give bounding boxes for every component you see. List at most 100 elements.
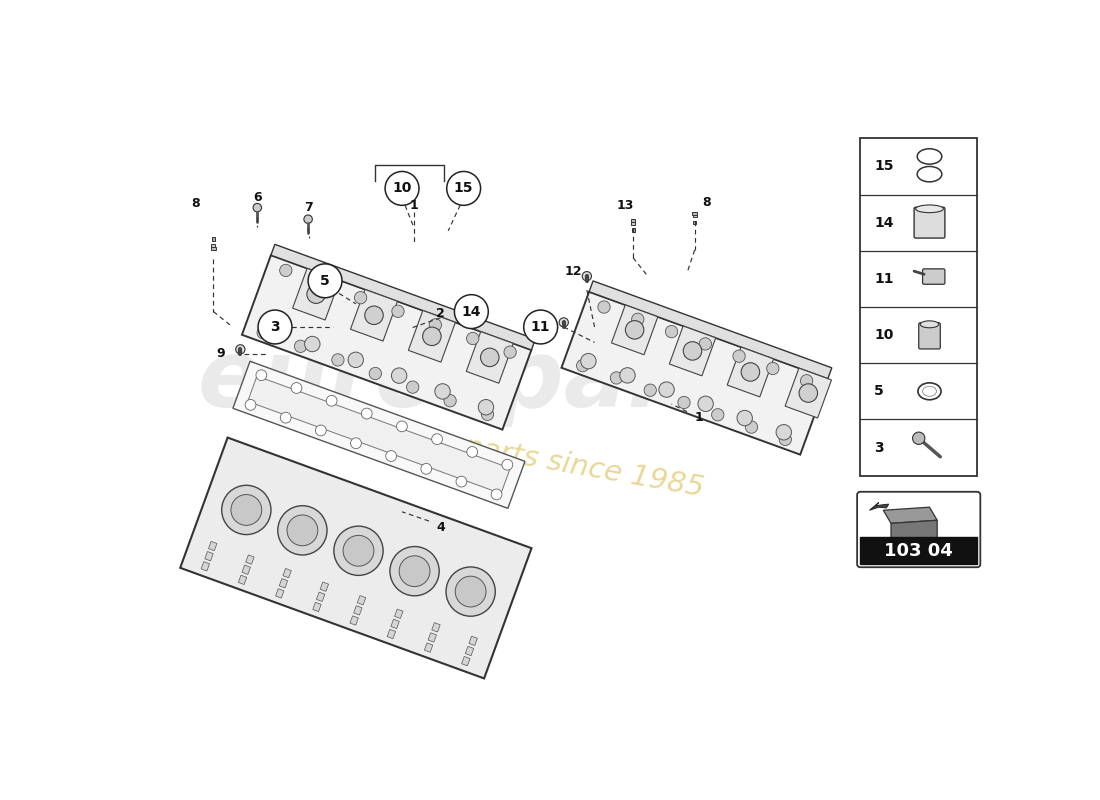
Polygon shape bbox=[432, 622, 440, 632]
Circle shape bbox=[365, 306, 383, 325]
FancyBboxPatch shape bbox=[914, 207, 945, 238]
Polygon shape bbox=[245, 555, 254, 564]
Circle shape bbox=[619, 368, 635, 383]
Circle shape bbox=[466, 446, 477, 458]
Polygon shape bbox=[465, 646, 474, 656]
FancyBboxPatch shape bbox=[857, 492, 980, 567]
Circle shape bbox=[481, 348, 499, 366]
Circle shape bbox=[466, 332, 478, 345]
Circle shape bbox=[524, 310, 558, 344]
Text: 14: 14 bbox=[462, 305, 481, 318]
Circle shape bbox=[280, 412, 292, 423]
Polygon shape bbox=[293, 268, 340, 320]
Text: 5: 5 bbox=[874, 384, 883, 398]
Polygon shape bbox=[387, 630, 396, 638]
Circle shape bbox=[258, 310, 292, 344]
Circle shape bbox=[385, 171, 419, 206]
Circle shape bbox=[287, 515, 318, 546]
Circle shape bbox=[304, 215, 312, 223]
Polygon shape bbox=[317, 592, 324, 602]
Circle shape bbox=[292, 382, 301, 394]
Circle shape bbox=[332, 354, 344, 366]
Polygon shape bbox=[211, 247, 216, 250]
Polygon shape bbox=[242, 565, 251, 574]
Polygon shape bbox=[320, 582, 329, 591]
Text: 10: 10 bbox=[874, 328, 893, 342]
Polygon shape bbox=[205, 551, 213, 561]
Circle shape bbox=[582, 271, 592, 281]
Text: 103 04: 103 04 bbox=[884, 542, 953, 560]
Circle shape bbox=[478, 399, 494, 415]
Circle shape bbox=[386, 450, 396, 462]
Text: 15: 15 bbox=[874, 159, 893, 174]
Circle shape bbox=[913, 432, 925, 445]
Circle shape bbox=[502, 459, 513, 470]
Circle shape bbox=[455, 576, 486, 607]
Circle shape bbox=[389, 546, 439, 596]
Polygon shape bbox=[630, 219, 636, 222]
Polygon shape bbox=[211, 245, 216, 247]
Circle shape bbox=[482, 408, 494, 421]
Text: 3: 3 bbox=[874, 441, 883, 454]
Polygon shape bbox=[233, 362, 525, 508]
Text: 8: 8 bbox=[702, 196, 711, 209]
Circle shape bbox=[370, 367, 382, 380]
Text: 4: 4 bbox=[437, 521, 444, 534]
Text: 7: 7 bbox=[304, 201, 312, 214]
Circle shape bbox=[799, 384, 817, 402]
Circle shape bbox=[231, 494, 262, 526]
Circle shape bbox=[697, 396, 713, 411]
Circle shape bbox=[333, 526, 383, 575]
Circle shape bbox=[396, 421, 407, 432]
Polygon shape bbox=[590, 281, 832, 378]
Circle shape bbox=[316, 425, 327, 436]
FancyBboxPatch shape bbox=[918, 322, 940, 349]
Polygon shape bbox=[180, 438, 531, 678]
Ellipse shape bbox=[915, 205, 944, 213]
Circle shape bbox=[343, 535, 374, 566]
Circle shape bbox=[678, 396, 690, 409]
Bar bbox=[860, 538, 977, 564]
Circle shape bbox=[779, 434, 791, 446]
Circle shape bbox=[317, 278, 329, 290]
Circle shape bbox=[492, 489, 502, 500]
Polygon shape bbox=[358, 595, 366, 605]
Circle shape bbox=[431, 434, 442, 445]
Polygon shape bbox=[350, 616, 359, 625]
Circle shape bbox=[257, 326, 270, 339]
Circle shape bbox=[348, 352, 363, 367]
Polygon shape bbox=[466, 331, 514, 383]
Circle shape bbox=[327, 395, 337, 406]
Polygon shape bbox=[469, 636, 477, 646]
Circle shape bbox=[307, 285, 326, 303]
Circle shape bbox=[421, 463, 431, 474]
Circle shape bbox=[305, 336, 320, 352]
Circle shape bbox=[454, 294, 488, 329]
Circle shape bbox=[683, 342, 702, 360]
Circle shape bbox=[746, 421, 758, 434]
Polygon shape bbox=[727, 347, 773, 397]
Polygon shape bbox=[279, 578, 288, 588]
Circle shape bbox=[362, 408, 372, 419]
Circle shape bbox=[222, 486, 271, 534]
Text: 11: 11 bbox=[531, 320, 550, 334]
Text: eurosparts: eurosparts bbox=[198, 335, 775, 427]
Circle shape bbox=[737, 410, 752, 426]
Text: 1: 1 bbox=[694, 411, 703, 424]
Text: a passion for parts since 1985: a passion for parts since 1985 bbox=[267, 398, 706, 502]
Circle shape bbox=[429, 318, 441, 331]
Polygon shape bbox=[242, 255, 531, 430]
Text: 14: 14 bbox=[874, 216, 893, 230]
Polygon shape bbox=[785, 368, 832, 418]
Circle shape bbox=[666, 326, 678, 338]
Polygon shape bbox=[408, 310, 455, 362]
Polygon shape bbox=[428, 633, 437, 642]
Circle shape bbox=[235, 345, 245, 354]
Polygon shape bbox=[239, 575, 246, 585]
Circle shape bbox=[351, 438, 362, 449]
Circle shape bbox=[626, 321, 644, 339]
Text: 12: 12 bbox=[564, 265, 582, 278]
Circle shape bbox=[631, 313, 644, 326]
Circle shape bbox=[245, 399, 256, 410]
Circle shape bbox=[700, 338, 712, 350]
